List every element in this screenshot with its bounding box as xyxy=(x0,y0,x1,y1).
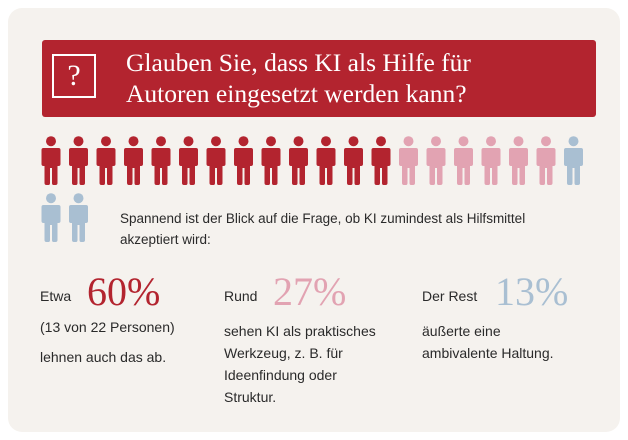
stat-ambivalent-line-2: ambivalente Haltung. xyxy=(422,345,554,361)
person-icon-ambivalent-20 xyxy=(564,136,583,185)
stat-practical: Rund 27% xyxy=(224,266,394,314)
stat-practical-prefix: Rund xyxy=(224,288,258,304)
question-mark-icon: ? xyxy=(52,54,96,98)
stat-reject-prefix: Etwa xyxy=(40,288,72,304)
person-icon-reject-5 xyxy=(151,136,171,185)
person-icon-ambivalent-22 xyxy=(69,193,88,242)
stat-ambivalent-prefix: Der Rest xyxy=(422,288,478,304)
person-icon-practical-15 xyxy=(426,136,446,185)
stat-practical-line-2: Werkzeug, z. B. für xyxy=(224,345,343,361)
stat-reject-line-1: (13 von 22 Personen) xyxy=(40,319,175,335)
person-icon-practical-16 xyxy=(454,136,473,185)
stat-practical-text: sehen KI als praktisches Werkzeug, z. B.… xyxy=(224,320,376,408)
stat-practical-line-3: Ideenfindung oder xyxy=(224,367,337,383)
stat-reject-text: (13 von 22 Personen) lehnen auch das ab. xyxy=(40,316,175,368)
person-icon-practical-17 xyxy=(481,136,501,185)
intro-text: Spannend ist der Blick auf die Frage, ob… xyxy=(120,208,600,250)
stat-ambivalent-text: äußerte eine ambivalente Haltung. xyxy=(422,320,554,364)
stat-ambivalent: Der Rest 13% xyxy=(422,266,592,314)
question-line-2: Autoren eingesetzt werden kann? xyxy=(126,79,467,108)
stat-ambivalent-line-1: äußerte eine xyxy=(422,323,501,339)
stat-reject-percent: 60% xyxy=(87,269,161,314)
intro-line-1: Spannend ist der Blick auf die Frage, ob… xyxy=(120,211,526,226)
person-icon-reject-8 xyxy=(234,136,253,185)
stat-ambivalent-percent: 13% xyxy=(495,269,569,314)
intro-line-2: akzeptiert wird: xyxy=(120,232,211,247)
person-icon-practical-19 xyxy=(536,136,556,185)
stat-reject: Etwa 60% xyxy=(40,266,210,314)
person-icon-reject-12 xyxy=(344,136,363,185)
person-icon-reject-13 xyxy=(371,136,391,185)
person-icon-ambivalent-21 xyxy=(41,193,61,242)
person-icon-reject-9 xyxy=(261,136,281,185)
person-icon-practical-14 xyxy=(399,136,418,185)
person-icon-reject-2 xyxy=(69,136,88,185)
person-icon-reject-10 xyxy=(289,136,308,185)
person-icon-reject-1 xyxy=(41,136,61,185)
stat-practical-percent: 27% xyxy=(273,269,347,314)
person-icon-reject-6 xyxy=(179,136,198,185)
person-icon-reject-4 xyxy=(124,136,143,185)
stat-practical-line-1: sehen KI als praktisches xyxy=(224,323,376,339)
person-icon-reject-7 xyxy=(206,136,226,185)
stat-reject-line-2: lehnen auch das ab. xyxy=(40,349,167,365)
person-icon-reject-3 xyxy=(96,136,116,185)
question-title: Glauben Sie, dass KI als Hilfe für Autor… xyxy=(126,47,586,109)
question-banner: ? Glauben Sie, dass KI als Hilfe für Aut… xyxy=(42,40,596,117)
person-icon-reject-11 xyxy=(316,136,336,185)
stat-practical-line-4: Struktur. xyxy=(224,389,277,405)
question-line-1: Glauben Sie, dass KI als Hilfe für xyxy=(126,48,471,77)
person-icon-practical-18 xyxy=(509,136,528,185)
